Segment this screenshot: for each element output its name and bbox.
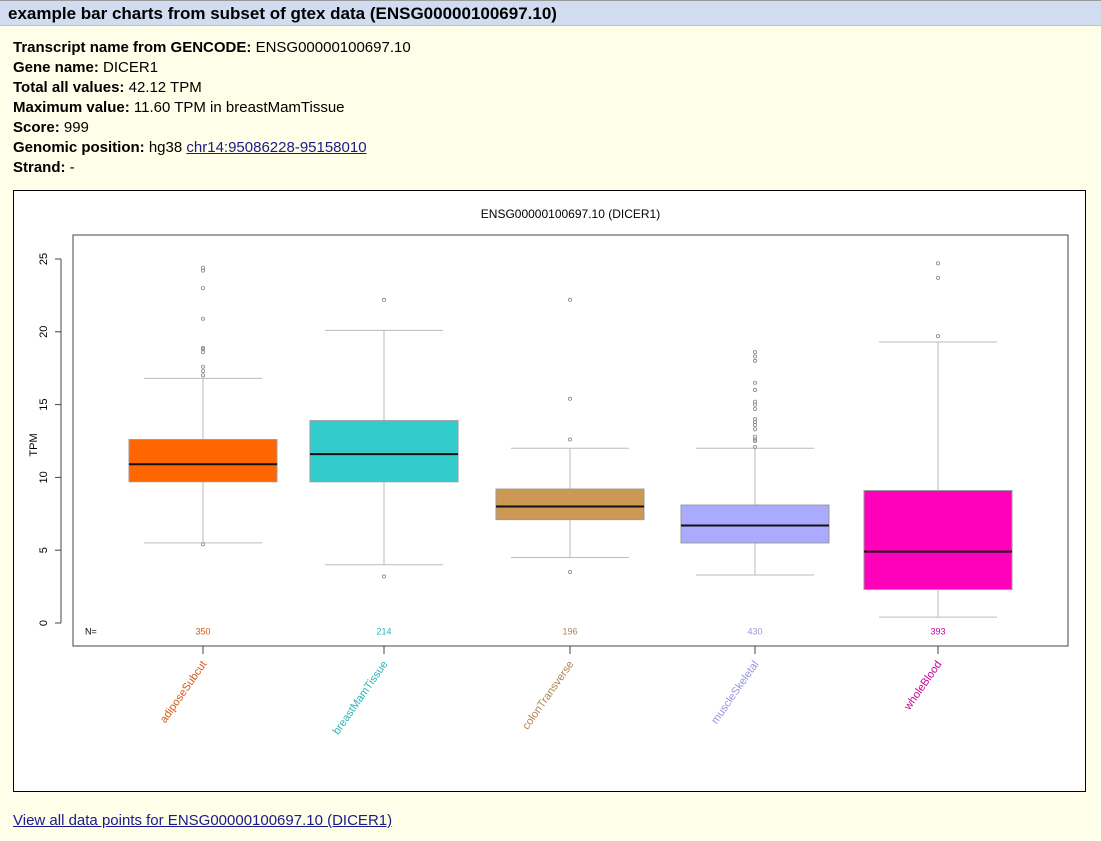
outlier-point xyxy=(753,417,758,422)
y-tick-label: 0 xyxy=(38,620,50,626)
outlier-point xyxy=(200,345,205,350)
section-title: example bar charts from subset of gtex d… xyxy=(8,4,557,23)
x-tick-label: adiposeSubcut xyxy=(158,659,210,726)
outlier-point xyxy=(200,373,205,378)
n-count: 350 xyxy=(195,627,210,637)
outlier-point xyxy=(753,350,758,355)
box-adiposeSubcut xyxy=(128,439,278,483)
outlier-point xyxy=(200,265,205,270)
y-tick-label: 10 xyxy=(38,471,50,483)
box-wholeBlood xyxy=(863,490,1013,591)
x-tick-label: muscleSkeletal xyxy=(709,659,761,726)
outlier-point xyxy=(200,286,205,291)
detail-strand: Strand: - xyxy=(13,159,75,176)
outlier-point xyxy=(753,434,758,439)
n-label: N= xyxy=(85,627,97,637)
outlier-point xyxy=(381,297,386,302)
chart-title: ENSG00000100697.10 (DICER1) xyxy=(481,207,660,221)
outlier-point xyxy=(568,570,573,575)
top-border xyxy=(0,0,1101,1)
outlier-point xyxy=(936,275,941,280)
x-tick-label: wholeBlood xyxy=(901,659,944,713)
outlier-point xyxy=(200,369,205,374)
detail-total: Total all values: 42.12 TPM xyxy=(13,79,202,96)
outlier-point xyxy=(753,354,758,359)
genomic-position-link[interactable]: chr14:95086228-95158010 xyxy=(186,139,367,156)
y-tick-label: 5 xyxy=(38,547,50,553)
outlier-point xyxy=(753,438,758,443)
box-muscleSkeletal xyxy=(680,504,830,544)
box-breastMamTissue xyxy=(309,420,459,483)
outlier-point xyxy=(200,364,205,369)
detail-maximum: Maximum value: 11.60 TPM in breastMamTis… xyxy=(13,99,345,116)
outlier-point xyxy=(568,297,573,302)
outlier-point xyxy=(753,358,758,363)
n-count: 214 xyxy=(376,627,391,637)
details-panel: Transcript name from GENCODE: ENSG000001… xyxy=(13,38,411,178)
outlier-point xyxy=(568,396,573,401)
boxplot-chart: ENSG00000100697.10 (DICER1) 0 5 10 15 20 25 TPM… xyxy=(28,207,1069,737)
chart-container: ENSG00000100697.10 (DICER1) 0 5 10 15 20 25 TPM… xyxy=(13,190,1086,792)
outlier-point xyxy=(753,444,758,449)
detail-gene-name: Gene name: DICER1 xyxy=(13,59,159,76)
y-tick-label: 25 xyxy=(38,253,50,265)
outlier-point xyxy=(936,334,941,339)
y-tick-label: 20 xyxy=(38,326,50,338)
outlier-point xyxy=(568,437,573,442)
box-colonTransverse xyxy=(495,488,645,521)
outlier-point xyxy=(753,406,758,411)
n-count: 393 xyxy=(930,627,945,637)
detail-transcript: Transcript name from GENCODE: ENSG000001… xyxy=(13,39,411,56)
detail-score: Score: 999 xyxy=(13,119,89,136)
x-tick-label: colonTransverse xyxy=(520,659,576,732)
outlier-point xyxy=(200,347,205,352)
x-tick-label: breastMamTissue xyxy=(331,659,391,737)
outlier-point xyxy=(753,399,758,404)
section-header: example bar charts from subset of gtex d… xyxy=(0,1,1101,26)
y-axis-label: TPM xyxy=(28,433,40,456)
outlier-point xyxy=(200,316,205,321)
outlier-point xyxy=(753,388,758,393)
outlier-point xyxy=(200,542,205,547)
outlier-point xyxy=(753,380,758,385)
n-count: 196 xyxy=(562,627,577,637)
y-tick-label: 15 xyxy=(38,398,50,410)
n-count: 430 xyxy=(747,627,762,637)
outlier-point xyxy=(753,427,758,432)
detail-genomic-position: Genomic position: hg38 chr14:95086228-95… xyxy=(13,139,367,156)
view-all-data-link[interactable]: View all data points for ENSG00000100697… xyxy=(13,812,393,829)
outlier-point xyxy=(936,261,941,266)
outlier-point xyxy=(381,574,386,579)
